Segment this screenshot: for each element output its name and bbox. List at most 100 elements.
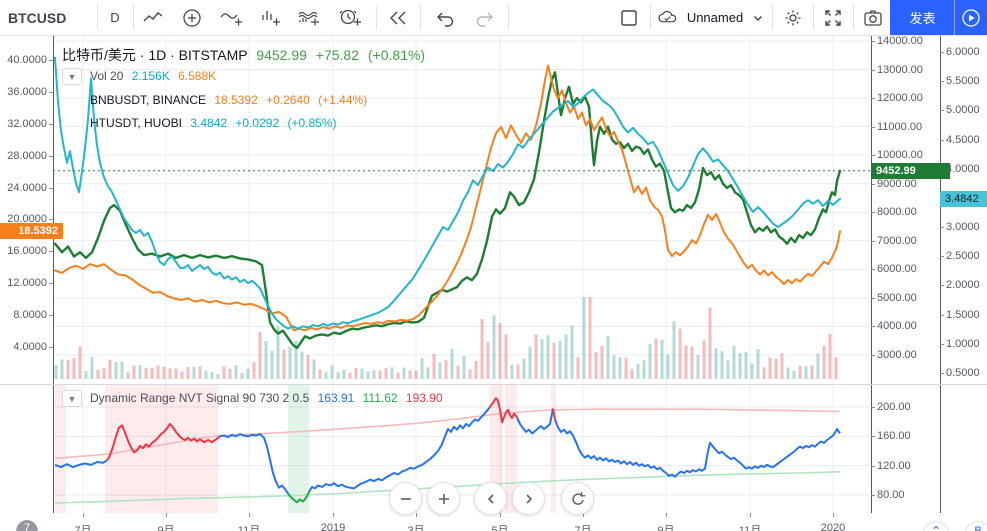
indicator-legend[interactable]: Dynamic Range NVT Signal 90 730 2 0.5 16… — [90, 391, 443, 405]
volume-bar — [822, 345, 826, 379]
volume-bar — [834, 357, 838, 379]
axis-tick — [940, 227, 944, 229]
axis-tick — [871, 269, 875, 271]
snapshot-camera-icon[interactable] — [854, 0, 892, 35]
scroll-left-button[interactable] — [474, 482, 507, 515]
undo-icon[interactable] — [426, 0, 464, 35]
axis-tick-label: 10000.00 — [877, 149, 923, 162]
chart-style-icon[interactable] — [134, 0, 172, 35]
publish-button[interactable]: 发表 — [890, 0, 955, 35]
volume-bar — [570, 325, 574, 379]
axis-tick — [49, 315, 53, 317]
zoom-in-button[interactable] — [427, 482, 460, 515]
volume-bar — [402, 367, 406, 379]
volume-bar — [624, 357, 628, 379]
settings-gear-icon[interactable] — [774, 0, 812, 35]
alert-icon[interactable] — [331, 0, 369, 35]
time-tick — [833, 513, 834, 517]
publish-play-button[interactable] — [954, 0, 987, 35]
volume-bar — [234, 365, 238, 379]
volume-bar — [324, 372, 328, 379]
indicator-collapse-button[interactable]: ▼ — [62, 390, 82, 407]
toolbar-separator — [650, 5, 651, 30]
axis-tick — [49, 123, 53, 125]
htusdt-line-series — [54, 56, 841, 330]
volume-bar — [462, 355, 466, 379]
legend-collapse-button[interactable]: ▼ — [62, 68, 82, 85]
main-chart-pane[interactable] — [0, 35, 987, 385]
volume-bar — [132, 365, 136, 379]
axis-tick — [940, 52, 944, 53]
fullscreen-icon[interactable] — [814, 0, 852, 35]
toolbar-separator — [508, 5, 509, 30]
volume-bar — [594, 351, 598, 379]
axis-tick-label: 12000.00 — [877, 92, 923, 105]
ht-legend[interactable]: HTUSDT, HUOBI 3.4842 +0.0292 (+0.85%) — [90, 116, 337, 130]
indicators-icon[interactable] — [212, 0, 250, 35]
axis-tick-label: 40.0000 — [7, 54, 47, 66]
financial-metrics-icon[interactable] — [251, 0, 289, 35]
axis-tick-label: 24.0000 — [7, 181, 47, 194]
volume-bar — [780, 353, 784, 379]
axis-tick-label: 2.5000 — [946, 250, 980, 263]
nvt-upper-band-line — [54, 408, 841, 460]
volume-bar — [426, 367, 430, 379]
volume-legend[interactable]: Vol 20 2.156K 6.588K — [90, 69, 216, 83]
axis-tick-label: 5.0000 — [946, 104, 980, 117]
ht-change-pct: (+0.85%) — [287, 116, 337, 130]
volume-bar — [204, 370, 208, 379]
axis-tick-label: 0.5000 — [946, 367, 980, 379]
pane-separator[interactable] — [0, 384, 987, 385]
layout-name-button[interactable]: Unnamed — [686, 10, 744, 25]
top-toolbar: BTCUSD D — [0, 0, 987, 36]
axis-tick-label: 12.0000 — [7, 277, 47, 290]
timezone-badge[interactable]: 7 — [16, 520, 38, 531]
axis-tick-label: 8000.00 — [877, 206, 917, 219]
compare-icon[interactable] — [173, 0, 211, 35]
redo-icon[interactable] — [466, 0, 504, 35]
chevron-down-icon[interactable] — [748, 0, 768, 35]
volume-bar — [90, 356, 94, 379]
indicator-pane[interactable] — [0, 385, 987, 513]
axis-tick-label: 28.0000 — [7, 149, 47, 162]
time-axis[interactable]: 7月 9月 11月 2019 3月 5月 7月 9月 11月 2020 — [0, 513, 987, 531]
bar-replay-icon[interactable] — [379, 0, 417, 35]
volume-bar — [342, 369, 346, 379]
volume-bar — [54, 365, 58, 379]
reset-chart-button[interactable] — [561, 482, 594, 515]
interval-button[interactable]: D — [110, 10, 120, 25]
volume-bar — [726, 360, 730, 379]
time-label: 2020 — [820, 522, 846, 531]
axis-tick-label: 1.5000 — [946, 308, 980, 321]
volume-bar — [210, 372, 214, 379]
volume-bar — [270, 350, 274, 379]
volume-bar — [174, 368, 178, 379]
volume-bar — [804, 366, 808, 379]
volume-bar — [654, 338, 658, 379]
scroll-right-button[interactable] — [512, 482, 545, 515]
bnb-legend[interactable]: BNBUSDT, BINANCE 18.5392 +0.2640 (+1.44%… — [90, 93, 367, 107]
last-price: 9452.99 — [256, 47, 307, 63]
volume-bar — [348, 372, 352, 379]
time-label: 3月 — [407, 525, 425, 531]
zoom-out-button[interactable] — [389, 482, 422, 515]
volume-bar — [522, 358, 526, 379]
nvt-signal-line — [54, 459, 108, 469]
volume-bar — [816, 353, 820, 379]
cloud-save-icon[interactable] — [656, 0, 680, 35]
volume-bar — [258, 331, 262, 379]
volume-bar — [552, 342, 556, 379]
indicator-templates-icon[interactable] — [291, 0, 329, 35]
volume-bar — [306, 354, 310, 379]
volume-bar — [468, 369, 472, 379]
overbought-zone — [55, 385, 66, 513]
main-symbol-legend[interactable]: 比特币/美元 · 1D · BITSTAMP 9452.99 +75.82 (+… — [62, 45, 425, 65]
symbol-button[interactable]: BTCUSD — [8, 9, 67, 26]
nvt-signal-line — [106, 422, 221, 462]
layout-select-icon[interactable] — [610, 0, 648, 35]
volume-bar — [756, 349, 760, 379]
price-change: +75.82 — [315, 47, 359, 63]
axis-tick-label: 14000.00 — [877, 35, 923, 47]
volume-bar — [84, 371, 88, 379]
axis-tick-label: 13000.00 — [877, 63, 923, 76]
